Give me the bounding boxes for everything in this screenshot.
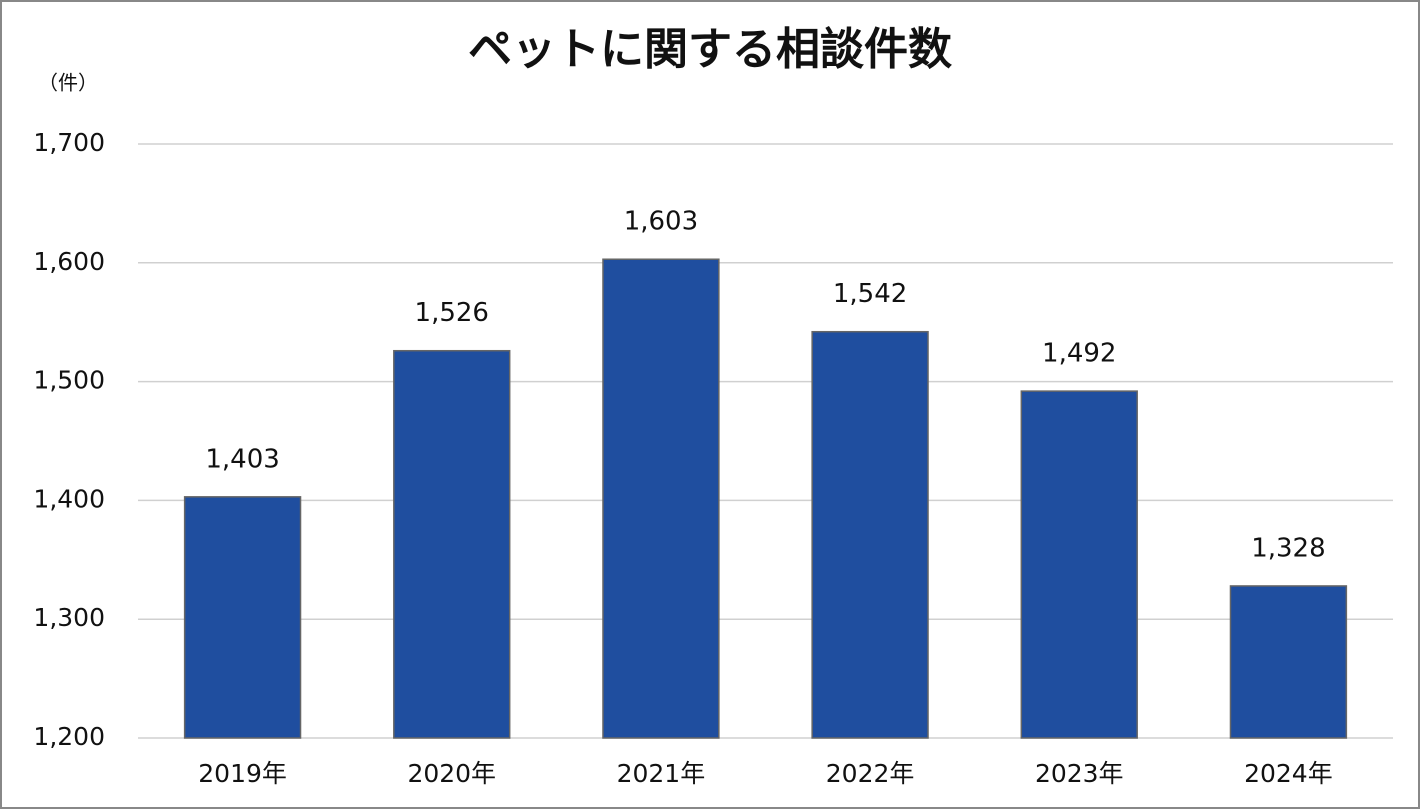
data-label: 1,403 — [205, 444, 279, 474]
y-tick-label: 1,300 — [33, 603, 105, 632]
x-tick-label: 2019年 — [198, 759, 287, 788]
data-label: 1,328 — [1251, 533, 1325, 563]
bar — [1229, 585, 1348, 739]
y-tick-label: 1,700 — [33, 128, 105, 157]
y-tick-label: 1,600 — [33, 247, 105, 276]
bar — [602, 258, 720, 739]
bar — [811, 330, 929, 739]
x-tick-label: 2023年 — [1035, 759, 1124, 788]
data-label: 1,526 — [415, 298, 489, 328]
x-tick-label: 2022年 — [826, 759, 915, 788]
y-tick-label: 1,200 — [33, 722, 105, 751]
data-label: 1,542 — [833, 279, 907, 309]
y-tick-label: 1,500 — [33, 366, 105, 395]
y-tick-label: 1,400 — [33, 484, 105, 513]
bar — [393, 349, 511, 739]
data-label: 1,603 — [624, 207, 698, 237]
x-tick-label: 2021年 — [617, 759, 706, 788]
x-tick-label: 2020年 — [407, 759, 496, 788]
y-axis-label: （件） — [38, 71, 98, 95]
x-tick-label: 2024年 — [1244, 759, 1333, 788]
data-label: 1,492 — [1042, 339, 1116, 369]
bar — [183, 496, 302, 739]
chart-title: ペットに関する相談件数 — [468, 24, 952, 75]
bar — [1020, 390, 1138, 739]
